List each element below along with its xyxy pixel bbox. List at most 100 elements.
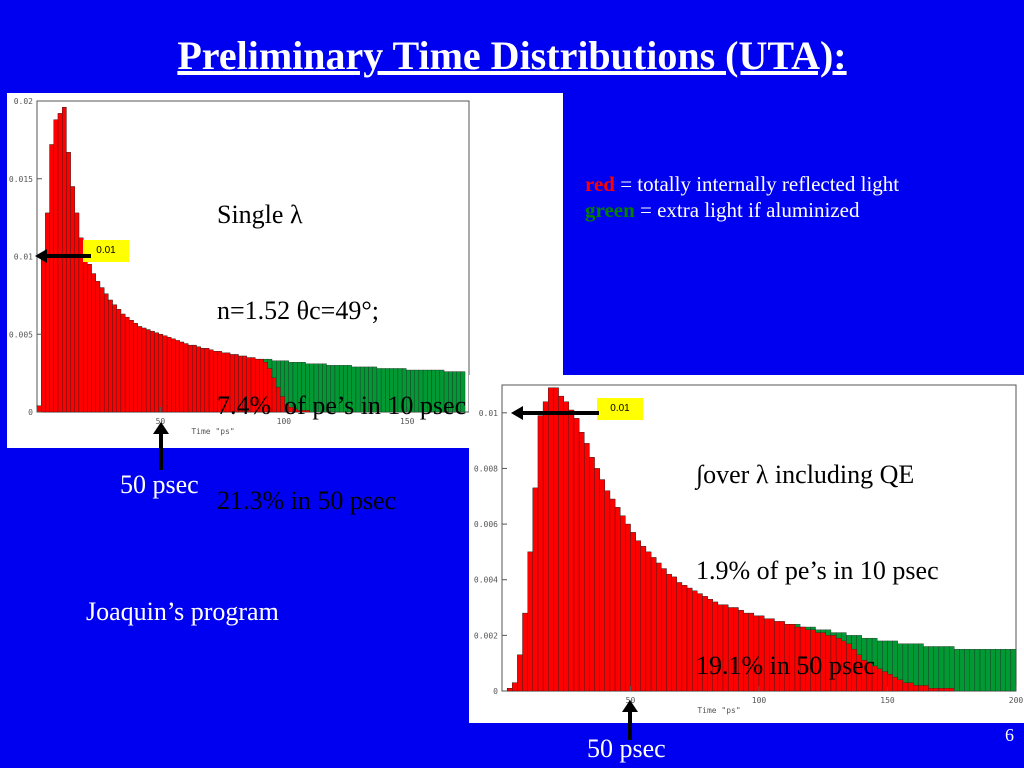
green-bar bbox=[1000, 649, 1006, 692]
x-axis-label: Time "ps" bbox=[191, 427, 234, 436]
red-bar bbox=[305, 410, 310, 413]
red-bar bbox=[943, 688, 950, 692]
red-bar bbox=[671, 576, 677, 692]
red-bar bbox=[116, 309, 122, 413]
chart-panel-integrated: 00.0020.0040.0060.0080.0150100150200Time… bbox=[469, 375, 1024, 723]
red-bar bbox=[41, 257, 46, 413]
red-bar bbox=[676, 582, 683, 692]
green-bar bbox=[984, 649, 991, 692]
label-50-psec-chart2: 50 psec bbox=[587, 734, 666, 763]
legend-red-word: red bbox=[585, 172, 615, 196]
red-bar bbox=[938, 688, 945, 692]
slide-title: Preliminary Time Distributions (UTA): bbox=[177, 33, 847, 78]
red-bar bbox=[133, 323, 138, 413]
red-bar bbox=[558, 395, 564, 692]
red-bar bbox=[568, 409, 575, 692]
red-bar bbox=[120, 313, 126, 413]
red-bar bbox=[594, 468, 600, 692]
program-note: Joaquin’s program bbox=[86, 597, 279, 626]
green-bar bbox=[990, 649, 996, 692]
red-bar bbox=[625, 523, 631, 692]
red-bar bbox=[141, 327, 147, 413]
red-bar bbox=[171, 338, 176, 413]
green-bar bbox=[974, 649, 981, 692]
red-bar bbox=[604, 490, 611, 692]
legend-green-text: = extra light if aluminized bbox=[634, 198, 860, 223]
up-arrow-icon bbox=[153, 422, 169, 470]
green-bar bbox=[1005, 649, 1012, 692]
red-bar bbox=[95, 281, 101, 413]
marker-tag-0.01: 0.01 bbox=[83, 240, 129, 262]
red-bar bbox=[640, 546, 647, 692]
red-bar bbox=[599, 479, 605, 692]
green-bar bbox=[979, 649, 986, 692]
annotation-line: ∫over λ including QE bbox=[696, 460, 915, 490]
red-bar bbox=[537, 415, 544, 692]
y-tick-label: 0.004 bbox=[474, 576, 498, 585]
red-bar bbox=[630, 532, 636, 692]
annotation-line: 1.9% of pe’s in 10 psec bbox=[696, 555, 939, 585]
green-bar bbox=[959, 649, 965, 692]
red-bar bbox=[635, 540, 641, 692]
red-bar bbox=[70, 186, 75, 413]
red-bar bbox=[112, 304, 117, 413]
y-tick-label: 0.005 bbox=[9, 330, 33, 339]
green-bar bbox=[995, 649, 1001, 692]
red-bar bbox=[645, 551, 652, 692]
green-bar bbox=[964, 649, 970, 692]
green-bar bbox=[943, 646, 950, 692]
green-bar bbox=[969, 649, 976, 692]
red-bar bbox=[542, 401, 549, 692]
red-bar bbox=[522, 612, 528, 692]
red-bar bbox=[66, 152, 71, 413]
red-bar bbox=[108, 299, 113, 413]
red-bar bbox=[204, 348, 210, 413]
red-bar bbox=[548, 387, 554, 692]
marker-tag-0.01: 0.01 bbox=[597, 398, 643, 420]
red-bar bbox=[91, 273, 96, 413]
red-bar bbox=[573, 418, 580, 692]
red-bar bbox=[179, 341, 185, 413]
red-bar bbox=[584, 443, 590, 692]
red-bar bbox=[681, 585, 688, 692]
x-tick-label: 150 bbox=[880, 696, 895, 705]
left-arrow-icon bbox=[511, 406, 599, 420]
annotation-integrated: ∫over λ including QE 1.9% of pe’s in 10 … bbox=[696, 396, 939, 745]
red-bar bbox=[614, 507, 621, 692]
histogram-integrated-qe: 00.0020.0040.0060.0080.0150100150200Time… bbox=[474, 384, 1024, 715]
red-bar bbox=[150, 330, 155, 413]
red-bar bbox=[137, 326, 143, 413]
red-bar bbox=[517, 654, 523, 692]
red-bar bbox=[208, 349, 214, 413]
red-bar bbox=[578, 432, 585, 692]
red-bar bbox=[166, 337, 172, 413]
y-tick-label: 0.015 bbox=[9, 175, 33, 184]
annotation-line: Single λ bbox=[217, 200, 303, 230]
red-bar bbox=[74, 212, 80, 413]
x-tick-label: 200 bbox=[1009, 696, 1024, 705]
x-tick-label: 150 bbox=[400, 417, 415, 426]
red-bar bbox=[49, 144, 54, 413]
x-tick-label: 50 bbox=[156, 417, 166, 426]
red-bar bbox=[200, 348, 206, 413]
page-number: 6 bbox=[1005, 725, 1014, 745]
histogram-single-lambda: 0 0.005 0.01 0.015 0.02 50 100 150 Time "ps" bbox=[9, 97, 470, 436]
red-bar bbox=[183, 343, 189, 413]
annotation-single-lambda: Single λ n=1.52 θc=49°; 7.4% of pe’s in … bbox=[217, 136, 466, 580]
red-bar bbox=[87, 264, 92, 413]
legend-red: red = totally internally reflected light bbox=[585, 171, 899, 197]
red-bar bbox=[506, 688, 513, 692]
red-bar bbox=[949, 688, 955, 692]
left-arrow-icon bbox=[35, 249, 91, 263]
red-bar bbox=[553, 387, 559, 692]
red-bar bbox=[99, 287, 105, 413]
y-tick-label: 0.006 bbox=[474, 520, 498, 529]
red-bar bbox=[158, 334, 164, 413]
red-bar bbox=[661, 568, 667, 692]
y-tick-label: 0.008 bbox=[474, 464, 498, 473]
annotation-line: 7.4% of pe’s in 10 psec bbox=[217, 390, 467, 420]
red-bar bbox=[563, 401, 569, 692]
y-tick-label: 0.01 bbox=[479, 409, 498, 418]
red-bar bbox=[53, 119, 59, 413]
red-bar bbox=[162, 335, 168, 413]
